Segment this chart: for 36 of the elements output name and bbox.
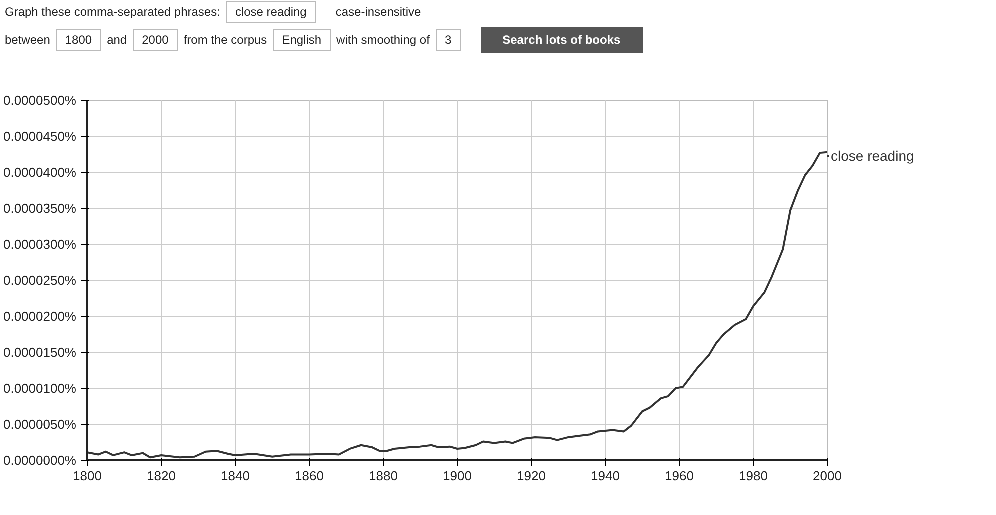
text: case-insensitive <box>334 5 422 19</box>
x-tick-label: 1880 <box>369 468 398 484</box>
y-tick-label: 0.0000300% <box>3 237 77 252</box>
y-tick-label: 0.0000450% <box>3 129 77 144</box>
x-tick-label: 1840 <box>221 468 250 484</box>
y-tick-label: 0.0000200% <box>3 309 77 324</box>
text: English <box>273 29 331 51</box>
x-tick-label: 1940 <box>591 468 620 484</box>
y-tick-label: 0.0000100% <box>3 381 77 396</box>
y-tick-label: 0.0000500% <box>3 93 77 108</box>
y-tick-label: 0.0000150% <box>3 345 77 360</box>
text: between <box>5 33 50 47</box>
text: close reading <box>226 1 316 23</box>
x-tick-label: 1960 <box>665 468 694 484</box>
y-tick-label: 0.0000250% <box>3 273 77 288</box>
y-tick-label: 0.0000000% <box>3 453 77 468</box>
y-tick-label: 0.0000400% <box>3 165 77 180</box>
text: Search lots of books <box>480 27 643 53</box>
text: 2000 <box>133 29 178 51</box>
y-tick-label: 0.0000050% <box>3 417 77 432</box>
text: and <box>107 33 128 47</box>
x-tick-label: 1980 <box>739 468 768 484</box>
x-tick-label: 1900 <box>443 468 472 484</box>
y-tick-label: 0.0000350% <box>3 201 77 216</box>
x-tick-label: 2000 <box>813 468 842 484</box>
line-series <box>88 151 828 459</box>
text: Graph these comma-separated phrases: <box>5 5 220 19</box>
text: 1800 <box>56 29 102 51</box>
x-tick-label: 1860 <box>295 468 324 484</box>
text: from the corpus <box>184 33 268 47</box>
x-tick-label: 1920 <box>517 468 546 484</box>
x-tick-label: 1800 <box>73 468 102 484</box>
text: with smoothing of <box>336 33 430 47</box>
text: 3 <box>436 29 461 51</box>
legend-label: close reading <box>831 148 914 164</box>
x-tick-label: 1820 <box>147 468 176 484</box>
